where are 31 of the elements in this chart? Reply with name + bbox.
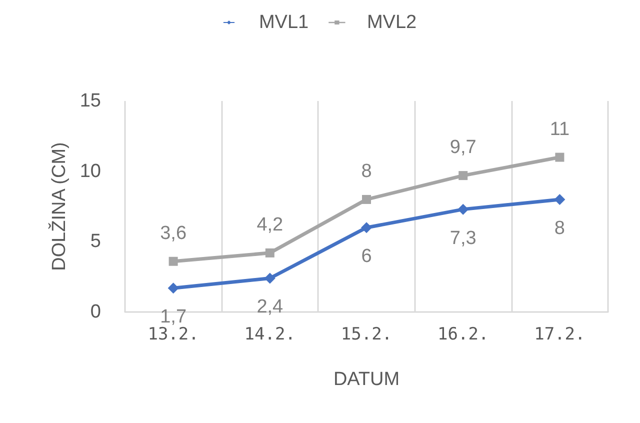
data-label: 3,6 (160, 222, 187, 244)
data-label: 4,2 (256, 214, 284, 236)
x-tick-label: 16.2. (438, 324, 489, 344)
x-tick-label: 15.2. (340, 324, 392, 344)
legend-label: MVL2 (366, 12, 417, 33)
data-label: 6 (361, 246, 372, 268)
point (361, 222, 372, 234)
point (458, 171, 468, 180)
x-tick-label: 17.2. (534, 324, 586, 344)
data-label: 7,3 (450, 228, 476, 249)
point (555, 152, 564, 162)
point (265, 248, 274, 258)
y-tick-label: 5 (90, 231, 101, 252)
legend-label: MVL1 (258, 12, 309, 33)
point (458, 204, 469, 215)
data-label: 11 (550, 118, 570, 140)
point (168, 282, 179, 294)
y-axis-title: DOLŽINA (CM) (48, 142, 70, 271)
point (264, 272, 276, 284)
data-label: 2,4 (256, 296, 284, 318)
y-tick-label: 10 (80, 160, 101, 182)
data-label: 8 (554, 218, 565, 239)
data-label: 9,7 (450, 137, 476, 158)
point (554, 194, 566, 205)
x-tick-label: 14.2. (244, 324, 296, 344)
x-axis-title: DATUM (333, 369, 400, 390)
point (362, 194, 371, 204)
data-label: 8 (361, 160, 372, 182)
point (168, 256, 178, 266)
y-tick-label: 15 (80, 90, 101, 112)
y-tick-label: 0 (90, 302, 101, 322)
